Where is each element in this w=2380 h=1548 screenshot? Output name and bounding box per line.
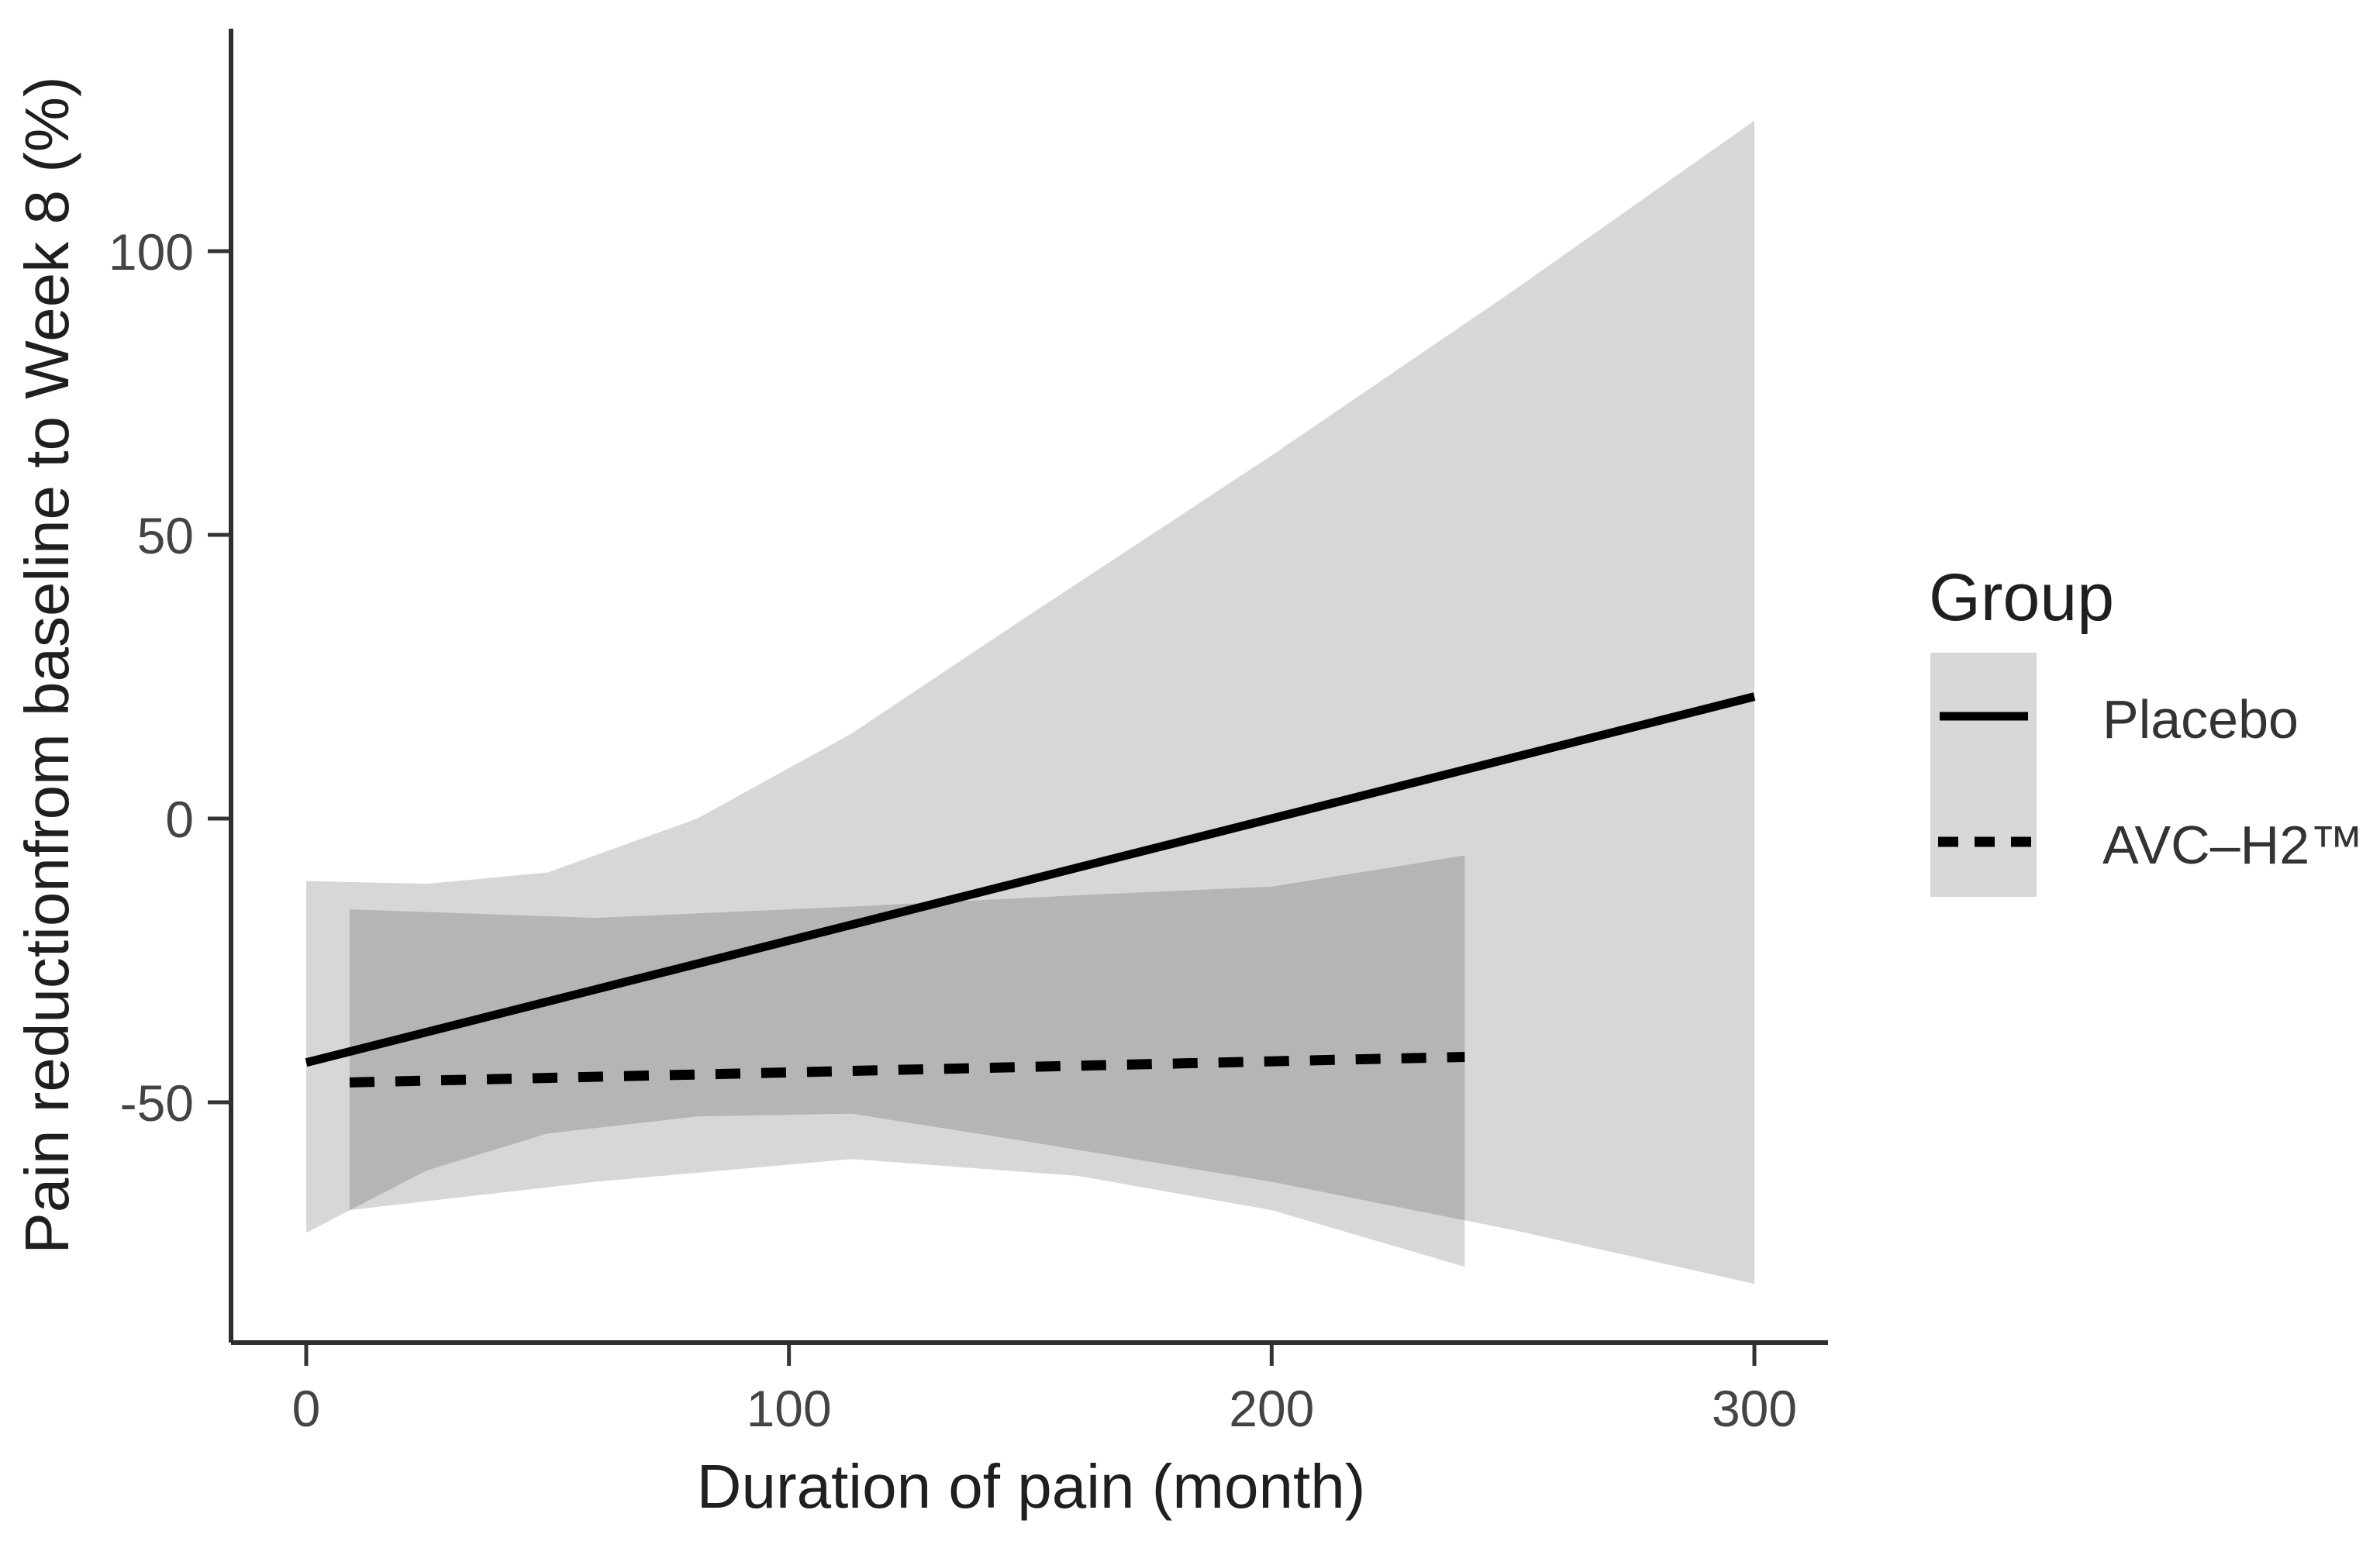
y-axis-title: Pain reductionfrom baseline to Week 8 (%… xyxy=(12,76,81,1253)
placebo-line xyxy=(305,692,1756,1067)
legend-label-avch2: AVC–H2™ xyxy=(2102,815,2364,875)
x-tick-label: 200 xyxy=(1229,1380,1314,1437)
y-tick-label: 50 xyxy=(137,507,194,564)
x-tick-label: 300 xyxy=(1712,1380,1797,1437)
x-tick-label: 0 xyxy=(292,1380,321,1437)
axes xyxy=(208,29,1828,1366)
y-tick-label: 0 xyxy=(165,791,194,848)
avch2-line xyxy=(349,1051,1465,1088)
x-axis-title: Duration of pain (month) xyxy=(697,1452,1366,1521)
ci-ribbon-avch2 xyxy=(350,855,1465,1267)
legend-label-placebo: Placebo xyxy=(2102,689,2299,750)
ci-ribbon-placebo xyxy=(306,120,1755,1284)
legend-key-box xyxy=(1930,653,2037,897)
fit-lines xyxy=(305,692,1756,1088)
y-tick-label: 100 xyxy=(109,223,194,281)
legend: Group Placebo AVC–H2™ xyxy=(1929,560,2364,897)
x-tick-label: 100 xyxy=(747,1380,832,1437)
y-tick-label: -50 xyxy=(120,1074,194,1132)
confidence-ribbons xyxy=(306,120,1755,1284)
tick-labels: 0 100 200 300 100 50 0 -50 xyxy=(109,223,1797,1437)
legend-title: Group xyxy=(1929,560,2114,635)
